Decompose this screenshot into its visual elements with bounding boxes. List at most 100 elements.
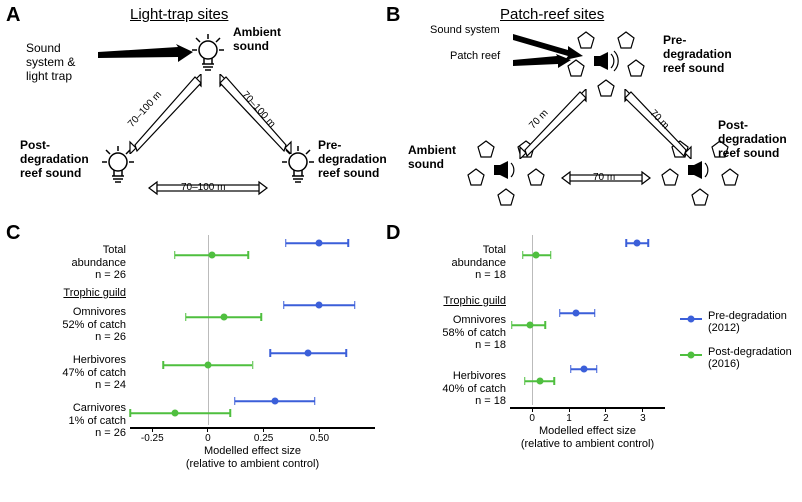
x-tick (569, 407, 570, 412)
row-label: Herbivores40% of catchn = 18 (386, 370, 506, 408)
x-tick-label: 0.50 (310, 433, 329, 444)
legend-text-post: Post-degradation(2016) (708, 346, 792, 370)
error-cap (554, 377, 556, 385)
x-axis-label: Modelled effect size(relative to ambient… (510, 425, 665, 450)
error-cap (174, 251, 176, 259)
row-label: Totalabundancen = 26 (6, 244, 126, 282)
data-point (536, 378, 543, 385)
legend-dot-post (688, 351, 695, 358)
annot-post-degradation-b: Post-degradationreef sound (718, 119, 787, 160)
error-cap (247, 251, 249, 259)
error-cap (524, 377, 526, 385)
annot-pre-degradation-b: Pre-degradationreef sound (663, 34, 732, 75)
data-point (316, 302, 323, 309)
x-tick-label: 3 (640, 413, 646, 424)
row-header: Trophic guild (6, 287, 126, 300)
error-cap (522, 251, 524, 259)
error-cap (348, 239, 350, 247)
annot-post-degradation: Post-degradationreef sound (20, 139, 89, 180)
error-cap (511, 321, 513, 329)
x-tick-label: 0 (205, 433, 211, 444)
panel-b-diagram: Sound system Patch reef Pre-degradationr… (408, 24, 788, 219)
error-cap (345, 349, 347, 357)
annot-patch-reef: Patch reef (450, 50, 500, 63)
error-cap (648, 239, 650, 247)
x-tick (263, 427, 264, 432)
error-bar (130, 412, 230, 414)
error-cap (626, 239, 628, 247)
x-tick (642, 407, 643, 412)
x-tick-label: 2 (603, 413, 609, 424)
error-cap (270, 349, 272, 357)
chart-c-forest-plot: -0.2500.250.50Modelled effect size(relat… (130, 235, 375, 455)
data-point (271, 398, 278, 405)
zero-line (208, 235, 209, 425)
error-cap (559, 309, 561, 317)
row-label: Omnivores52% of catchn = 26 (6, 306, 126, 344)
x-tick (605, 407, 606, 412)
error-cap (594, 309, 596, 317)
annot-sound-system: Sound system (430, 24, 500, 37)
x-tick (532, 407, 533, 412)
annot-ambient-sound: Ambientsound (233, 26, 281, 54)
x-tick (319, 427, 320, 432)
panel-d-label: D (386, 222, 400, 245)
data-point (316, 240, 323, 247)
legend-dot-pre (688, 315, 695, 322)
panel-a-title: Light-trap sites (130, 6, 228, 23)
panel-b-label: B (386, 4, 400, 27)
row-label: Herbivores47% of catchn = 24 (6, 354, 126, 392)
panel-a-diagram: Soundsystem &light trap Ambientsound Pos… (28, 24, 383, 219)
panel-c-label: C (6, 222, 20, 245)
data-point (204, 362, 211, 369)
data-point (220, 314, 227, 321)
error-cap (261, 313, 263, 321)
panel-b-title: Patch-reef sites (500, 6, 604, 23)
annot-distance-bottom-b: 70 m (593, 172, 615, 184)
error-cap (234, 397, 236, 405)
data-point (573, 310, 580, 317)
annot-distance-bottom: 70–100 m (181, 182, 225, 194)
x-tick-label: 0.25 (254, 433, 273, 444)
error-cap (314, 397, 316, 405)
annot-ambient-sound-b: Ambientsound (408, 144, 456, 172)
annot-sound-system-light-trap: Soundsystem &light trap (26, 42, 75, 83)
row-label: Carnivores1% of catchn = 26 (6, 402, 126, 440)
error-cap (550, 251, 552, 259)
row-label: Omnivores58% of catchn = 18 (386, 314, 506, 352)
annot-pre-degradation: Pre-degradationreef sound (318, 139, 387, 180)
data-point (580, 366, 587, 373)
data-point (171, 410, 178, 417)
pointer-arrow-icon (513, 54, 573, 74)
x-tick-label: -0.25 (141, 433, 164, 444)
data-point (527, 322, 534, 329)
lightbulb-icon (188, 32, 228, 80)
x-tick-label: 0 (529, 413, 535, 424)
x-tick (207, 427, 208, 432)
x-axis-label: Modelled effect size(relative to ambient… (130, 445, 375, 470)
error-cap (354, 301, 356, 309)
error-cap (163, 361, 165, 369)
pointer-arrow-icon (98, 44, 193, 74)
error-cap (185, 313, 187, 321)
row-header: Trophic guild (386, 295, 506, 308)
row-label: Totalabundancen = 18 (386, 244, 506, 282)
x-axis (130, 427, 375, 429)
error-cap (283, 301, 285, 309)
error-cap (544, 321, 546, 329)
x-tick-label: 1 (566, 413, 572, 424)
legend-text-pre: Pre-degradation(2012) (708, 310, 787, 334)
data-point (209, 252, 216, 259)
error-cap (252, 361, 254, 369)
error-cap (285, 239, 287, 247)
data-point (634, 240, 641, 247)
error-cap (229, 409, 231, 417)
data-point (305, 350, 312, 357)
x-tick (152, 427, 153, 432)
chart-d-forest-plot: 0123Modelled effect size(relative to amb… (510, 235, 665, 435)
error-cap (596, 365, 598, 373)
error-cap (129, 409, 131, 417)
error-cap (570, 365, 572, 373)
panel-a-label: A (6, 4, 20, 27)
data-point (532, 252, 539, 259)
